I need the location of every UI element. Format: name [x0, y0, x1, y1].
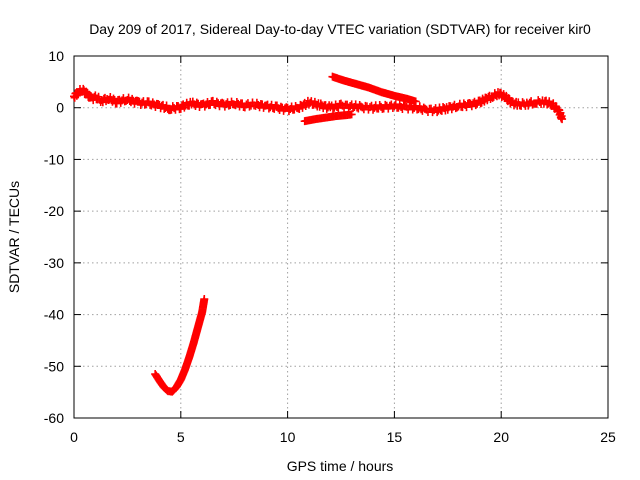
- data-point: [192, 98, 201, 107]
- data-point: [200, 295, 209, 304]
- y-tick-label: -10: [44, 151, 64, 167]
- data-point: [462, 103, 471, 112]
- x-tick-label: 10: [280, 429, 296, 445]
- data-point: [558, 115, 567, 124]
- data-point: [109, 94, 118, 103]
- data-point: [154, 100, 163, 109]
- data-point: [144, 97, 153, 106]
- data-point: [411, 97, 420, 106]
- y-tick-label: -60: [44, 410, 64, 426]
- data-point: [369, 105, 378, 114]
- series-arc-from-12h: [328, 72, 420, 106]
- data-points: [70, 72, 567, 396]
- y-tick-label: 0: [56, 100, 64, 116]
- series-main-band: [70, 84, 567, 124]
- y-tick-label: -30: [44, 255, 64, 271]
- series-j-shaped-dip: [151, 295, 209, 396]
- data-point: [328, 104, 337, 113]
- y-axis-label: SDTVAR / TECUs: [6, 181, 22, 293]
- x-tick-label: 5: [177, 429, 185, 445]
- data-point: [212, 97, 221, 106]
- data-point: [471, 101, 480, 110]
- chart-title: Day 209 of 2017, Sidereal Day-to-day VTE…: [89, 21, 591, 37]
- x-tick-label: 20: [493, 429, 509, 445]
- grid: [74, 56, 608, 418]
- x-tick-label: 15: [387, 429, 403, 445]
- data-point: [347, 110, 356, 119]
- plot-frame: [73, 55, 609, 419]
- data-point: [545, 97, 554, 106]
- x-tick-label: 25: [600, 429, 616, 445]
- y-tick-label: -50: [44, 358, 64, 374]
- series-low-track-10-8-13h: [300, 110, 356, 126]
- y-tick-label: -20: [44, 203, 64, 219]
- axis-ticks: 0 5 10 15 20 25 10 0 -10 -20 -30 -40 -50 -60: [44, 48, 616, 445]
- y-tick-label: 10: [48, 48, 64, 64]
- x-tick-label: 0: [70, 429, 78, 445]
- x-axis-label: GPS time / hours: [287, 458, 394, 474]
- y-tick-label: -40: [44, 307, 64, 323]
